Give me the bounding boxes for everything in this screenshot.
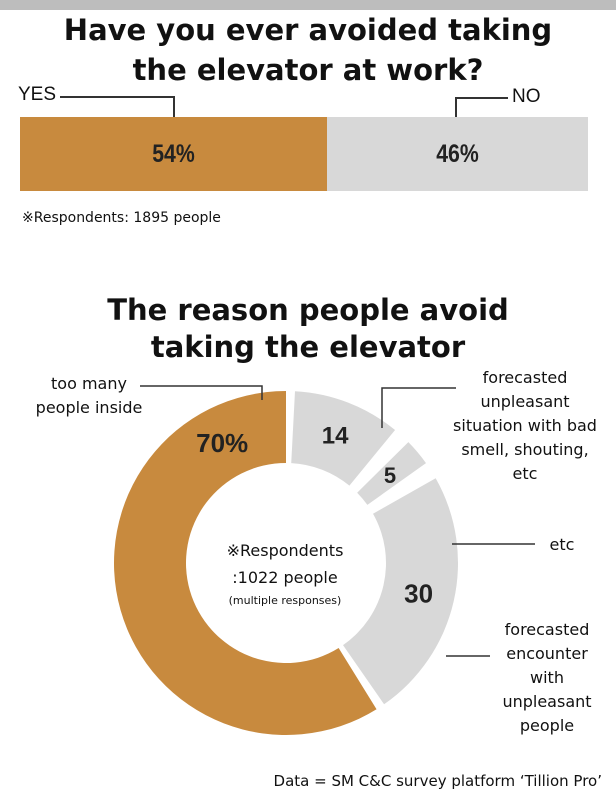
- category-label-etc: etc: [549, 535, 575, 554]
- callout-too-many-people: [140, 385, 263, 400]
- slice-value-etc: 5: [384, 463, 396, 488]
- category-label-too-many-people: too many people inside: [35, 374, 143, 417]
- slice-value-bad-smell: 14: [322, 423, 349, 450]
- slice-unpleasant-people: [343, 478, 458, 705]
- yes-label: YES: [18, 84, 57, 105]
- no-bar: 46%: [327, 117, 588, 191]
- yes-callout-line: [60, 96, 174, 98]
- no-value-label: 46%: [436, 140, 479, 168]
- slice-value-too-many-people: 70%: [196, 428, 248, 458]
- no-label: NO: [512, 86, 541, 107]
- yes-callout-tick: [173, 96, 175, 118]
- category-label-unpleasant-people: forecasted encounter with unpleasant peo…: [502, 620, 592, 735]
- donut-center-line2: :1022 people: [232, 568, 338, 587]
- callout-bad-smell: [381, 387, 456, 428]
- data-source: Data = SM C&C survey platform ‘Tillion P…: [273, 772, 602, 790]
- reason-title-line1: The reason people avoid: [107, 293, 509, 327]
- top-rule: [0, 0, 616, 10]
- donut-center-line3: (multiple responses): [228, 594, 342, 607]
- slice-too-many-people: [114, 391, 377, 735]
- donut-center-line1: ※Respondents: [226, 541, 344, 560]
- survey-title-line2: the elevator at work?: [132, 53, 484, 87]
- no-callout-line: [455, 97, 508, 99]
- category-label-bad-smell: forecasted unpleasant situation with bad…: [453, 368, 597, 483]
- reason-title-line2: taking the elevator: [150, 330, 466, 364]
- respondents-note: ※Respondents: 1895 people: [22, 210, 221, 226]
- yes-value-label: 54%: [152, 140, 195, 168]
- slice-etc: [357, 442, 426, 505]
- no-callout-tick: [455, 97, 457, 118]
- survey-title-line1: Have you ever avoided taking: [63, 13, 553, 47]
- slice-value-unpleasant-people: 30: [404, 578, 433, 608]
- yes-bar: 54%: [20, 117, 327, 191]
- slice-bad-smell: [291, 391, 396, 486]
